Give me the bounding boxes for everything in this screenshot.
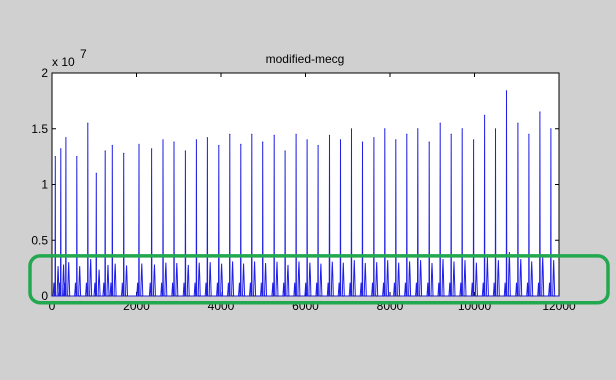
y-tick-label: 0 bbox=[41, 289, 48, 303]
peak-point bbox=[151, 148, 153, 150]
peak-point bbox=[123, 152, 125, 154]
baseline-highlight-box bbox=[28, 254, 610, 305]
peak-point bbox=[417, 128, 419, 130]
y-exponent-power: 7 bbox=[80, 47, 87, 61]
peak-point bbox=[339, 139, 342, 141]
peak-point bbox=[450, 133, 452, 135]
peak-point bbox=[104, 150, 106, 152]
peak-point bbox=[373, 137, 375, 139]
y-tick-label: 1 bbox=[41, 178, 48, 192]
peak-point bbox=[461, 128, 463, 130]
peak-point bbox=[317, 144, 319, 147]
peak-point bbox=[428, 141, 430, 143]
peak-point bbox=[76, 156, 78, 158]
y-exponent-label: x 10 bbox=[52, 55, 75, 69]
chart-title: modified-mecg bbox=[266, 52, 345, 66]
peak-point bbox=[284, 150, 286, 152]
peak-point bbox=[395, 139, 397, 141]
plot-area bbox=[51, 72, 560, 297]
peak-point bbox=[350, 128, 353, 130]
peak-point bbox=[229, 133, 231, 135]
peak-point bbox=[218, 144, 220, 147]
peak-point bbox=[60, 148, 62, 150]
peak-point bbox=[539, 111, 541, 113]
peak-point bbox=[361, 141, 364, 143]
peak-point bbox=[111, 144, 113, 147]
peak-point bbox=[173, 141, 175, 143]
x-tick-label: 0 bbox=[49, 299, 56, 313]
peak-point bbox=[95, 172, 97, 174]
peak-point bbox=[65, 137, 67, 139]
peak-point bbox=[384, 128, 386, 130]
peak-point bbox=[439, 122, 441, 124]
peak-point bbox=[306, 139, 308, 141]
peak-point bbox=[138, 143, 140, 145]
y-tick-label: 0.5 bbox=[31, 233, 48, 247]
peak-point bbox=[328, 134, 331, 136]
peak-point bbox=[195, 139, 197, 141]
peak-point bbox=[494, 128, 497, 130]
peak-point bbox=[162, 139, 164, 141]
peak-point bbox=[528, 133, 530, 135]
peak-point bbox=[184, 150, 186, 152]
peak-point bbox=[87, 122, 89, 124]
peak-point bbox=[206, 137, 208, 139]
peak-point bbox=[473, 139, 475, 141]
peak-point bbox=[406, 133, 408, 135]
peak-point bbox=[517, 122, 519, 124]
peak-point bbox=[505, 90, 508, 92]
peak-point bbox=[54, 156, 56, 158]
peak-point bbox=[262, 141, 264, 143]
peak-point bbox=[550, 128, 552, 130]
series-group bbox=[52, 90, 559, 297]
peak-point bbox=[251, 133, 253, 135]
annotation-group bbox=[28, 254, 610, 305]
peak-point bbox=[484, 114, 486, 116]
y-tick-label: 1.5 bbox=[31, 122, 48, 136]
peak-point bbox=[273, 134, 275, 136]
peak-point bbox=[240, 143, 242, 145]
y-tick-label: 2 bbox=[41, 66, 48, 80]
peak-point bbox=[295, 133, 297, 135]
